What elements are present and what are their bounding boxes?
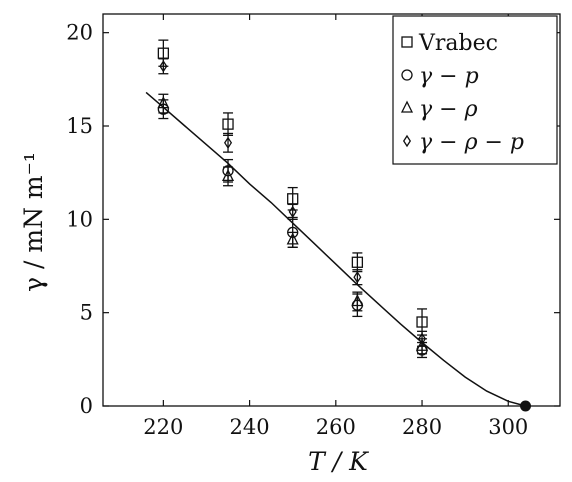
- legend-label: γ − ρ: [419, 97, 478, 122]
- x-tick-label: 260: [316, 415, 356, 439]
- critical-point: [520, 400, 532, 412]
- y-tick-label: 20: [66, 21, 93, 45]
- legend-label: Vrabec: [418, 31, 498, 56]
- legend-marker-square: [401, 36, 413, 48]
- data-point-triangle: [351, 294, 364, 307]
- data-point-triangle: [286, 232, 299, 245]
- data-point-diamond: [353, 271, 362, 284]
- data-marks: [157, 39, 429, 359]
- data-point-diamond: [288, 205, 297, 219]
- x-tick-label: 240: [230, 415, 270, 439]
- y-axis-label: γ / mN m⁻¹: [19, 152, 48, 292]
- legend-label: γ − ρ − p: [419, 130, 524, 155]
- legend-marker-triangle: [400, 100, 414, 113]
- x-tick-label: 300: [488, 415, 528, 439]
- y-tick-label: 15: [66, 114, 93, 138]
- data-point-square: [416, 316, 428, 328]
- data-point-diamond: [418, 332, 427, 345]
- x-tick-label: 280: [402, 415, 442, 439]
- plot-border: [102, 13, 561, 407]
- y-tick-label: 5: [80, 301, 93, 325]
- y-tick-label: 10: [66, 207, 93, 231]
- x-tick-label: 220: [143, 415, 183, 439]
- series-square: [157, 39, 428, 336]
- fit-curve-layer: [145, 91, 532, 412]
- data-point-square: [351, 256, 364, 268]
- legend: Vrabec γ − p γ − ρ γ − ρ − p: [392, 15, 558, 165]
- legend-marker-diamond: [402, 134, 412, 148]
- series-diamond: [158, 58, 428, 347]
- legend-box: [392, 15, 558, 165]
- fit-curve: [145, 91, 526, 407]
- y-axis-ticks: 0 5 10 15 20: [66, 21, 560, 418]
- x-axis-label: T / K: [308, 447, 369, 476]
- data-point-triangle: [415, 338, 429, 351]
- data-point-square: [222, 118, 234, 130]
- plot-frame: [102, 13, 561, 407]
- data-point-diamond: [224, 136, 233, 149]
- data-point-diamond: [159, 60, 168, 73]
- data-point-triangle: [157, 96, 170, 109]
- legend-marker-circle: [401, 69, 413, 81]
- y-tick-label: 0: [80, 394, 93, 418]
- legend-label: γ − p: [419, 64, 479, 89]
- data-point-triangle: [221, 168, 235, 182]
